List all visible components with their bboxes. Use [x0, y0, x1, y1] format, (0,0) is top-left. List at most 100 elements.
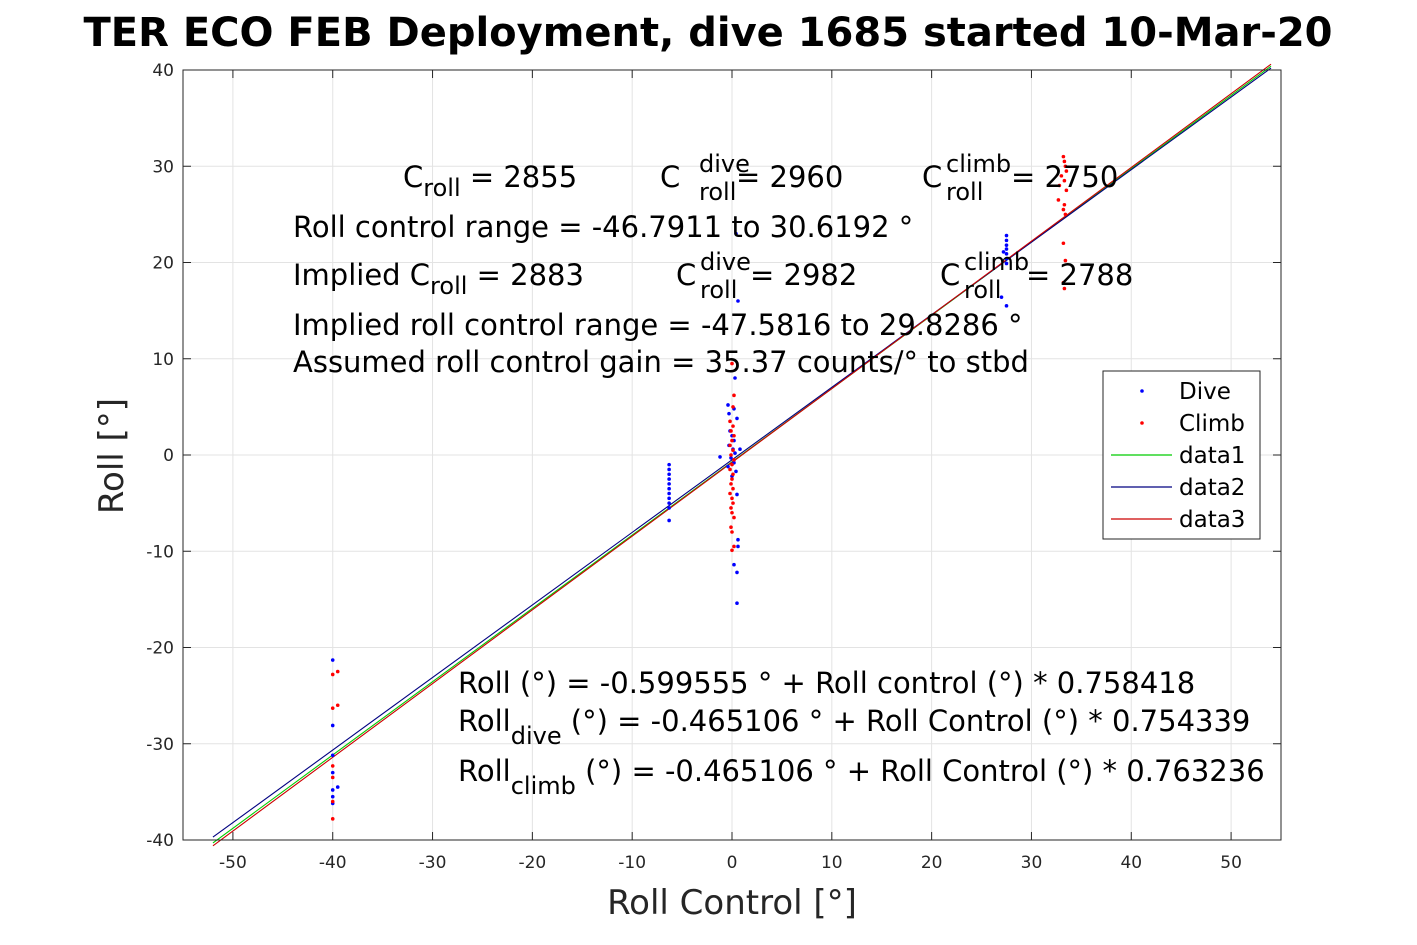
x-tick-label: -50	[219, 853, 247, 873]
implied-c-roll-dive-base: C	[676, 258, 696, 292]
c-roll-dive-base: C	[660, 160, 680, 194]
point-climb	[728, 467, 732, 472]
c-roll-sub: roll	[423, 174, 460, 202]
point-dive	[736, 537, 740, 542]
point-climb	[731, 486, 735, 491]
point-dive	[667, 467, 671, 472]
point-dive	[732, 562, 736, 567]
implied-c-roll-dive-sup: dive	[700, 248, 751, 276]
implied-c-roll-dive-value: = 2982	[750, 258, 857, 292]
point-climb	[1061, 280, 1066, 285]
point-climb	[1062, 202, 1067, 207]
fit-equation: Roll (°) = -0.599555 ° + Roll control (°…	[458, 666, 1195, 700]
y-tick-label: 20	[152, 254, 174, 274]
point-climb	[731, 472, 735, 477]
legend-dive-marker	[1140, 389, 1144, 393]
legend-climb-marker	[1140, 421, 1144, 425]
point-climb	[729, 506, 733, 510]
point-dive	[999, 295, 1004, 299]
point-climb	[732, 458, 736, 462]
x-tick-label: 0	[727, 853, 738, 873]
implied-c-roll-climb-base: C	[940, 258, 960, 292]
point-dive	[1004, 247, 1009, 251]
c-roll-value: = 2855	[461, 160, 578, 194]
x-tick-label: 40	[1120, 853, 1142, 873]
point-dive	[667, 482, 671, 486]
point-climb	[729, 453, 733, 457]
x-tick-label: -20	[518, 853, 546, 873]
point-climb	[728, 419, 732, 424]
y-tick-label: -40	[146, 831, 174, 851]
point-climb	[1064, 169, 1069, 173]
legend-data3-label: data3	[1179, 507, 1245, 533]
c-roll-dive-annotation: C	[660, 160, 680, 194]
point-dive	[735, 416, 739, 421]
point-dive	[330, 753, 335, 758]
x-tick-label: -30	[419, 853, 447, 873]
annotations: Croll = 2855 C dive roll = 2960 C climb …	[293, 150, 1265, 800]
roll-control-range: Roll control range = -46.7911 to 30.6192…	[293, 210, 913, 244]
point-dive	[667, 506, 671, 510]
legend: Dive Climb data1 data2 data3	[1102, 370, 1261, 540]
point-climb	[1062, 286, 1067, 291]
assumed-roll-control-gain: Assumed roll control gain = 35.37 counts…	[293, 345, 1029, 379]
y-tick-label: 0	[163, 446, 174, 466]
implied-c-roll-annotation: Implied Croll = 2883	[293, 258, 584, 300]
point-dive	[667, 496, 671, 501]
point-climb	[731, 501, 735, 505]
legend-data1-label: data1	[1179, 443, 1245, 469]
point-climb	[730, 477, 734, 481]
point-dive	[330, 770, 335, 775]
implied-c-roll-climb-value: = 2788	[1026, 258, 1133, 292]
point-climb	[730, 438, 734, 443]
point-climb	[732, 515, 736, 520]
point-dive	[335, 785, 340, 789]
point-climb	[1056, 198, 1061, 202]
point-dive	[734, 469, 738, 474]
point-climb	[330, 672, 335, 677]
y-tick-label: 40	[152, 61, 174, 81]
y-axis-label: Roll [°]	[92, 398, 132, 514]
c-roll-dive-value: = 2960	[736, 160, 843, 194]
fit-equation-climb: Rollclimb (°) = -0.465106 ° + Roll Contr…	[458, 754, 1265, 800]
point-climb	[1061, 154, 1066, 159]
fit-dive-sub: dive	[511, 722, 562, 750]
point-dive	[1004, 233, 1009, 238]
point-climb	[729, 482, 733, 486]
implied-c-roll-value: = 2883	[467, 258, 584, 292]
series-line-data3	[212, 63, 1272, 847]
x-tick-label: 30	[1021, 853, 1043, 873]
point-climb	[731, 405, 735, 409]
implied-c-roll-base: Implied C	[293, 258, 430, 292]
point-dive	[733, 451, 737, 455]
point-climb	[731, 424, 735, 428]
point-dive	[727, 411, 731, 416]
chart-title: TER ECO FEB Deployment, dive 1685 starte…	[83, 10, 1332, 56]
series-line-data2	[212, 67, 1272, 838]
point-climb	[335, 703, 340, 708]
point-dive	[330, 788, 335, 792]
point-climb	[330, 764, 335, 768]
point-dive	[667, 486, 671, 491]
point-climb	[1062, 159, 1067, 164]
point-dive	[1001, 250, 1006, 254]
data-points	[330, 154, 1069, 821]
point-dive	[330, 658, 335, 662]
c-roll-climb-sup: climb	[946, 150, 1011, 178]
point-dive	[1004, 256, 1009, 261]
point-climb	[1061, 241, 1066, 246]
point-climb	[330, 775, 335, 780]
point-dive	[1004, 238, 1009, 243]
point-climb	[730, 548, 734, 553]
point-dive	[729, 456, 733, 460]
y-tick-label: -20	[146, 639, 174, 659]
point-climb	[1063, 164, 1068, 169]
point-climb	[335, 669, 340, 674]
x-tick-label: -10	[618, 853, 646, 873]
point-climb	[1059, 174, 1064, 178]
fit-dive-rest: (°) = -0.465106 ° + Roll Control (°) * 0…	[562, 704, 1251, 738]
point-dive	[718, 455, 722, 459]
c-roll-climb-value: = 2750	[1011, 160, 1118, 194]
point-climb	[1062, 178, 1067, 183]
implied-c-roll-sub: roll	[430, 272, 467, 300]
